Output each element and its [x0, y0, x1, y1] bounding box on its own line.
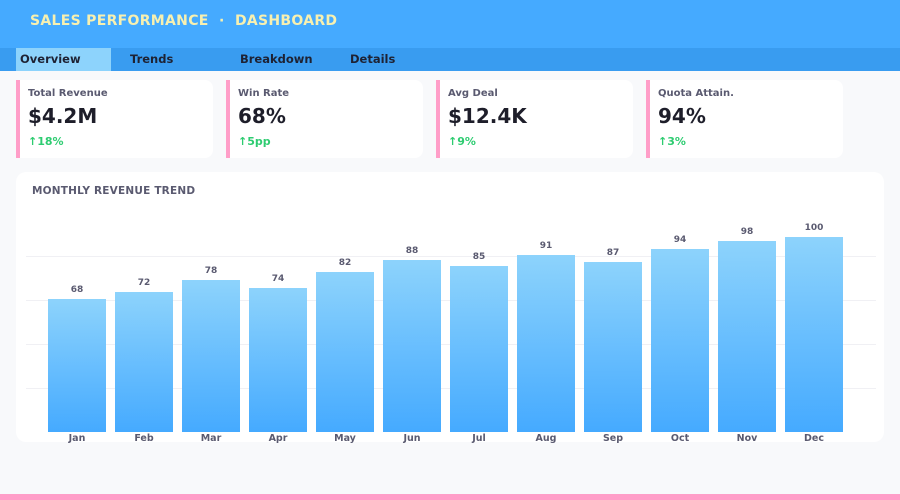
kpi-value: $4.2M [28, 104, 98, 128]
data-label: 72 [137, 277, 151, 288]
x-tick-label: Nov [736, 433, 758, 444]
bar-feb [115, 291, 173, 432]
bar-mar [182, 279, 240, 432]
bar-jan [48, 299, 106, 432]
data-label: 94 [673, 234, 687, 245]
data-label: 100 [804, 223, 824, 233]
bar-nov [718, 240, 776, 432]
x-tick-label: Aug [535, 433, 557, 444]
x-tick-label: May [334, 433, 356, 444]
kpi-change: ↑5pp [238, 135, 271, 148]
data-label: 87 [606, 248, 620, 259]
kpi-card-win-rate: Win Rate 68% ↑5pp [226, 80, 423, 158]
x-tick-label: Apr [268, 433, 288, 444]
data-label: 85 [472, 252, 486, 263]
footer-accent-bar [0, 494, 900, 500]
x-tick-label: Dec [804, 433, 824, 444]
kpi-value: $12.4K [448, 104, 527, 128]
kpi-label: Total Revenue [28, 88, 108, 99]
gridline [26, 256, 876, 257]
kpi-change: ↑3% [658, 135, 686, 148]
data-label: 98 [740, 226, 754, 237]
revenue-chart-card: MONTHLY REVENUE TREND 68 Jan 72 Feb 78 Mar 74 A… [16, 172, 884, 444]
kpi-card-quota-attainment: Quota Attain. 94% ↑3% [646, 80, 843, 158]
x-tick-label: Feb [134, 433, 154, 444]
data-label: 78 [204, 265, 218, 276]
data-label: 82 [338, 258, 352, 269]
x-tick-label: Oct [670, 433, 690, 444]
bar-jul [450, 266, 508, 432]
kpi-change: ↑9% [448, 135, 476, 148]
bar-dec [785, 237, 843, 432]
tab-overview[interactable]: Overview [16, 48, 111, 71]
bar-aug [517, 254, 575, 432]
x-tick-label: Sep [602, 433, 624, 444]
kpi-change: ↑18% [28, 135, 64, 148]
x-tick-label: Mar [200, 433, 222, 444]
tab-bar: Overview Trends Breakdown Details [0, 48, 900, 71]
bar-jun [383, 260, 441, 432]
tab-details[interactable]: Details [350, 52, 396, 66]
kpi-value: 68% [238, 104, 286, 128]
kpi-value: 94% [658, 104, 706, 128]
data-label: 68 [70, 285, 84, 296]
page-title: SALES PERFORMANCE · DASHBOARD [30, 13, 338, 29]
data-label: 91 [539, 240, 553, 251]
tab-trends[interactable]: Trends [130, 52, 174, 66]
bar-oct [651, 248, 709, 432]
bar-may [316, 272, 374, 432]
x-tick-label: Jul [472, 433, 486, 444]
kpi-label: Win Rate [238, 88, 290, 99]
data-label: 88 [405, 246, 419, 257]
header: SALES PERFORMANCE · DASHBOARD [0, 0, 900, 48]
bar-apr [249, 287, 307, 432]
chart-title: MONTHLY REVENUE TREND [32, 185, 196, 197]
bar-sep [584, 262, 642, 432]
kpi-card-total-revenue: Total Revenue $4.2M ↑18% [16, 80, 213, 158]
kpi-label: Avg Deal [448, 88, 498, 99]
kpi-label: Quota Attain. [658, 88, 734, 99]
data-label: 74 [271, 273, 285, 284]
tab-breakdown[interactable]: Breakdown [240, 52, 313, 66]
x-tick-label: Jan [68, 433, 86, 444]
x-tick-label: Jun [403, 433, 421, 444]
kpi-card-avg-deal: Avg Deal $12.4K ↑9% [436, 80, 633, 158]
